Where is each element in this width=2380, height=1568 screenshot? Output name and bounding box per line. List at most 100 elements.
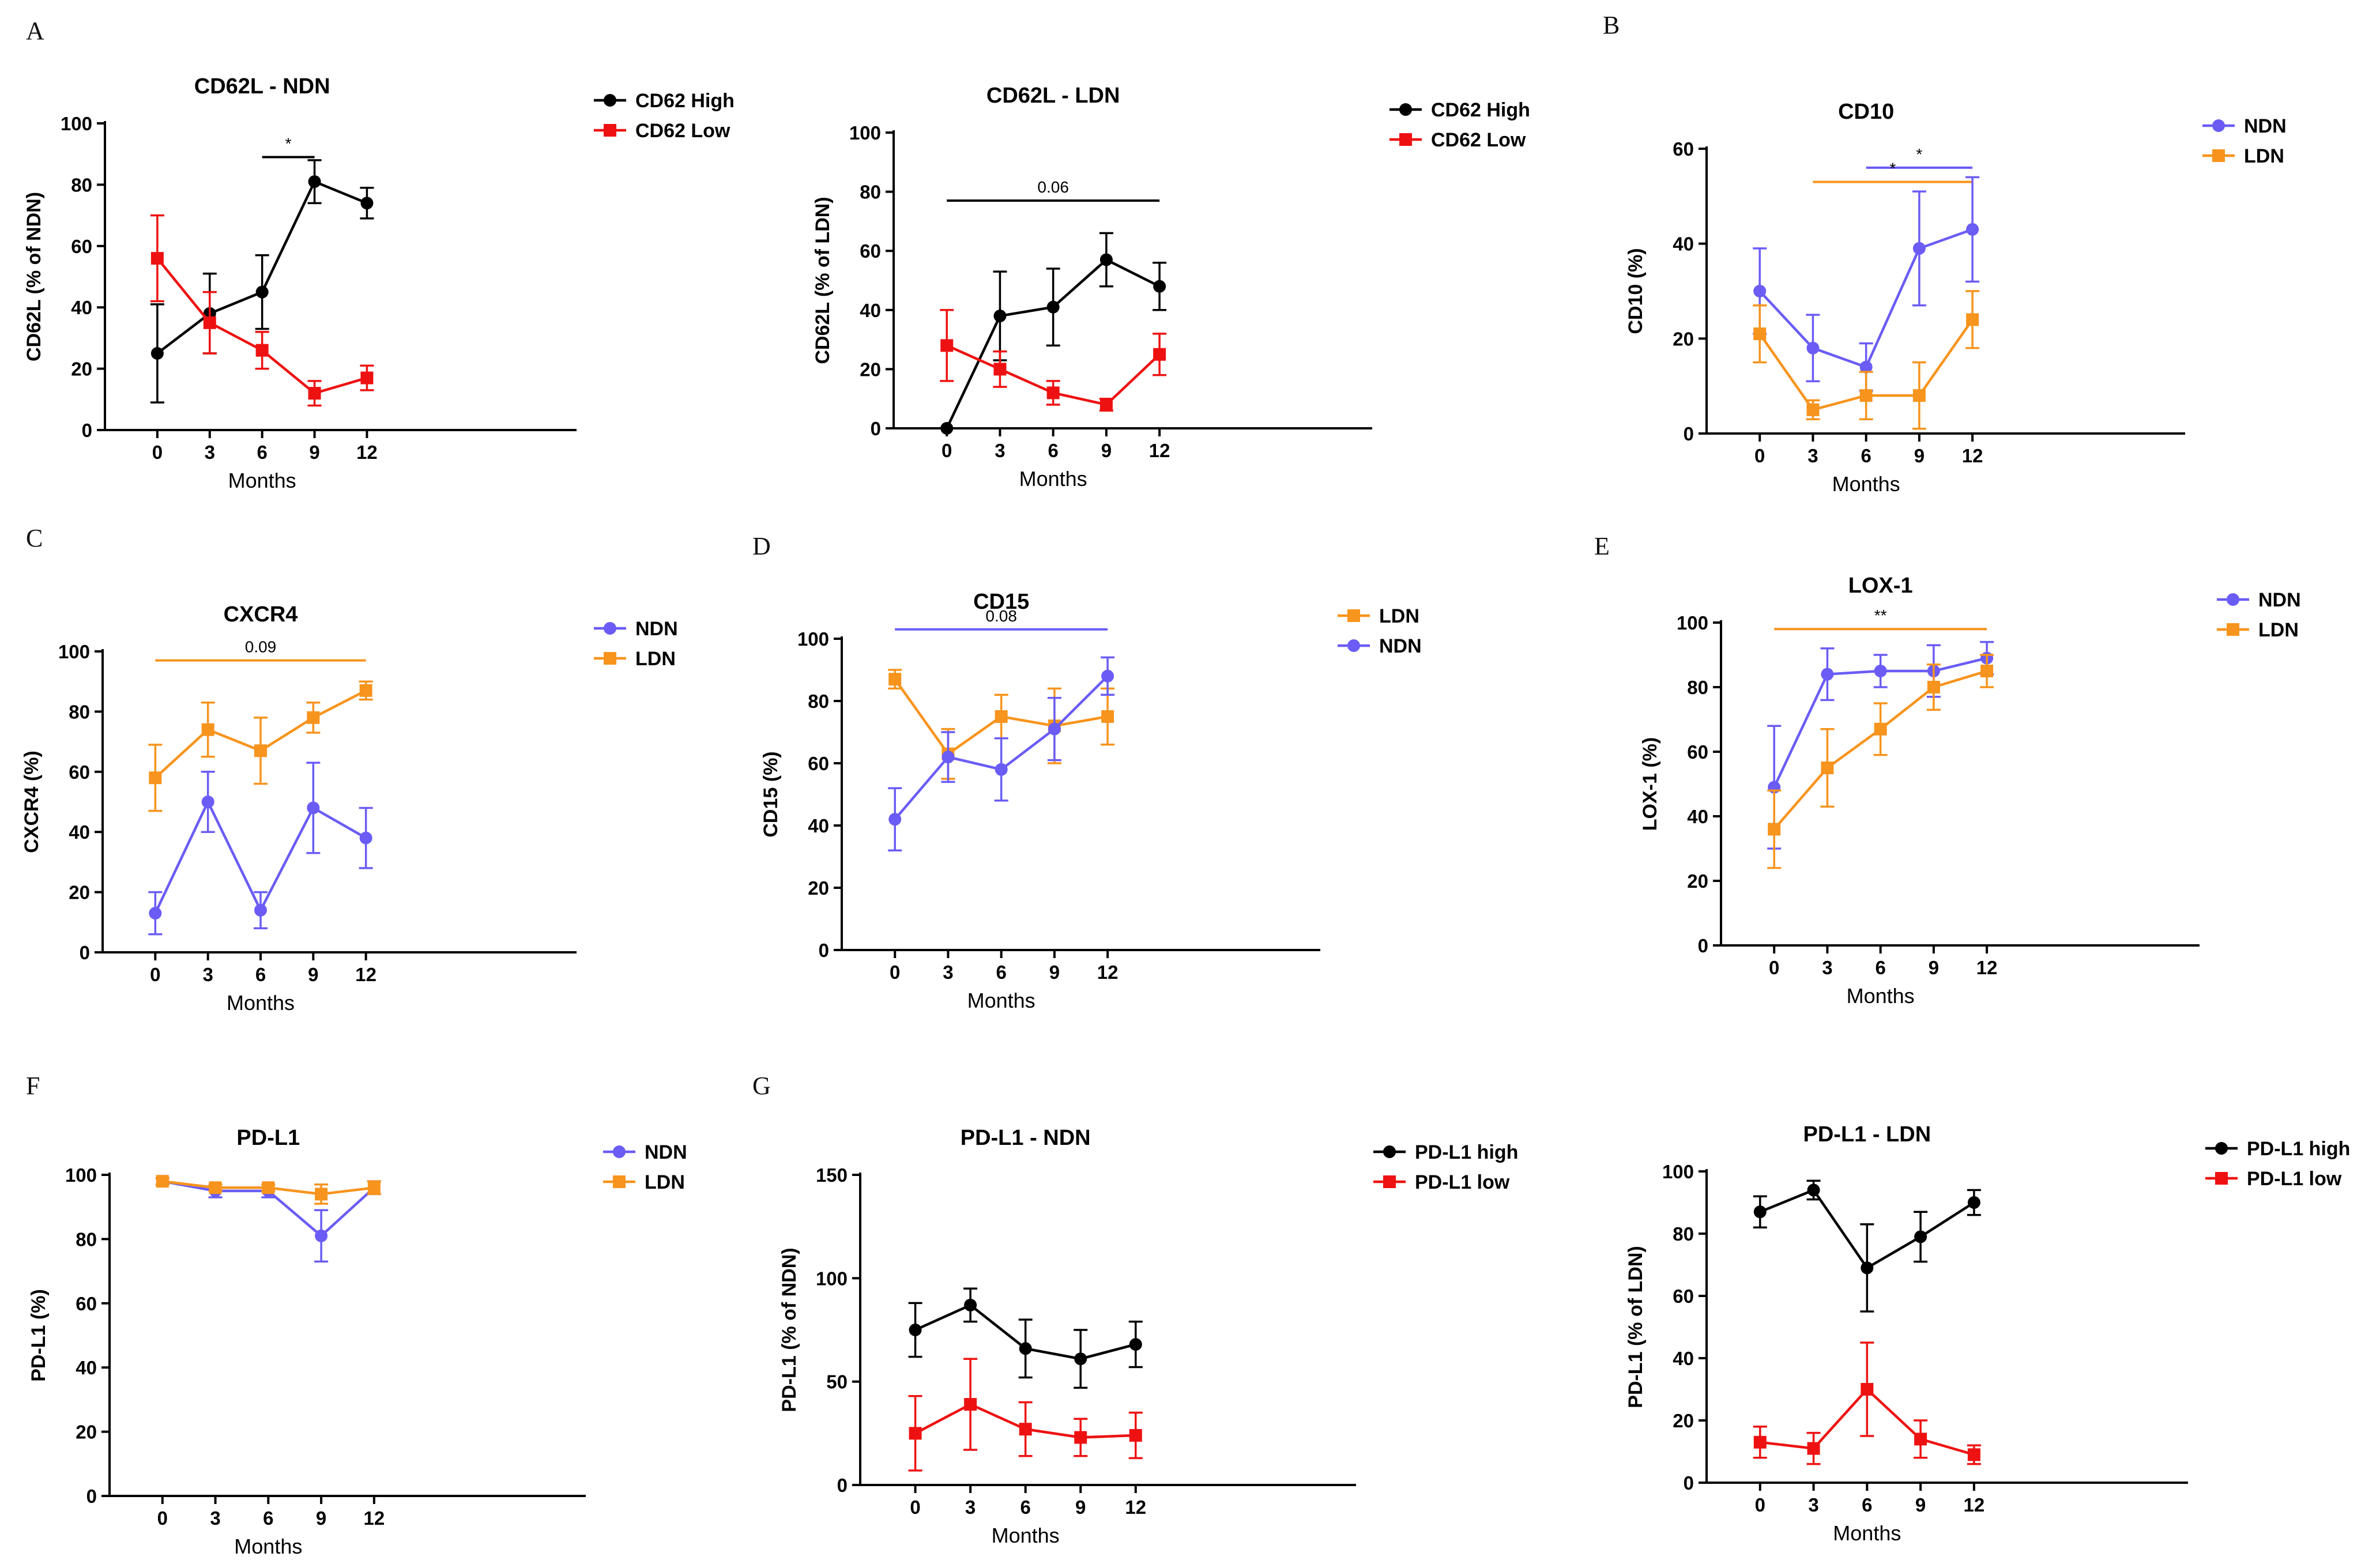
data-point (203, 316, 216, 329)
y-axis-label: CXCR4 (%) (21, 751, 43, 853)
x-tick-label: 12 (1964, 1494, 1985, 1516)
data-point (307, 711, 320, 724)
y-tick-label: 40 (1673, 233, 1694, 255)
data-point (1806, 403, 1820, 416)
legend-label: NDN (635, 618, 678, 640)
data-point (1859, 360, 1873, 374)
y-tick-label: 150 (816, 1164, 848, 1186)
data-point (1129, 1428, 1142, 1442)
series-ndn (1767, 640, 1994, 850)
chart-title: CXCR4 (224, 602, 298, 627)
legend-marker (613, 1175, 626, 1188)
x-axis-label: Months (227, 991, 295, 1015)
data-point (1967, 1448, 1980, 1461)
data-point (1861, 1261, 1874, 1275)
y-tick-label: 60 (1673, 138, 1694, 160)
legend-marker (1383, 1175, 1396, 1188)
chart-title: PD-L1 - LDN (1803, 1122, 1931, 1147)
chart-title: PD-L1 (236, 1126, 300, 1150)
x-tick-label: 3 (202, 964, 213, 985)
y-tick-label: 0 (80, 942, 90, 963)
data-point (1927, 681, 1940, 693)
panel-letter-b: B (1603, 11, 1620, 39)
data-point (150, 252, 164, 265)
x-tick-label: 9 (1929, 957, 1939, 978)
data-point (995, 710, 1008, 723)
y-axis-label: CD15 (%) (760, 751, 782, 837)
significance-label: 0.09 (245, 638, 277, 656)
y-tick-label: 80 (860, 182, 881, 203)
series-cd62-high (940, 232, 1167, 435)
panel-letter-d: D (752, 532, 771, 560)
x-tick-label: 6 (1861, 445, 1871, 466)
legend-label: LDN (1379, 605, 1419, 627)
data-point (359, 831, 372, 845)
data-point (156, 1175, 169, 1188)
x-tick-label: 12 (1125, 1497, 1146, 1518)
data-point (909, 1427, 922, 1440)
x-tick-label: 6 (257, 442, 267, 463)
data-point (1966, 313, 1979, 326)
x-axis-label: Months (992, 1524, 1060, 1547)
data-point (1046, 300, 1060, 314)
x-tick-label: 0 (1754, 445, 1765, 466)
y-tick-label: 0 (871, 418, 881, 439)
chart-title: PD-L1 - NDN (961, 1126, 1091, 1150)
significance-label: 0.06 (1037, 178, 1069, 196)
data-point (308, 387, 321, 400)
y-tick-label: 20 (69, 882, 90, 903)
legend-marker (1347, 609, 1360, 622)
y-tick-label: 0 (86, 1486, 97, 1507)
data-point (1048, 722, 1061, 736)
x-tick-label: 0 (152, 442, 163, 463)
data-point (1874, 722, 1887, 736)
data-point (1753, 327, 1767, 341)
x-tick-label: 9 (309, 442, 319, 463)
data-point (1821, 668, 1834, 681)
y-tick-label: 100 (65, 1164, 97, 1186)
x-tick-label: 3 (1808, 1494, 1818, 1516)
data-point (1967, 1196, 1980, 1209)
y-tick-label: 80 (1673, 1223, 1694, 1245)
legend-marker (1399, 133, 1412, 146)
x-tick-label: 6 (1862, 1494, 1872, 1516)
y-axis-label: CD62L (% of LDN) (812, 197, 834, 364)
chart-title: LOX-1 (1848, 574, 1913, 598)
data-point (1861, 1383, 1874, 1396)
series-pd-l1-high (1753, 1179, 1981, 1313)
legend-label: NDN (2244, 115, 2287, 137)
y-tick-label: 80 (76, 1228, 97, 1250)
y-tick-label: 40 (76, 1357, 97, 1378)
chart-title: CD62L - NDN (194, 74, 330, 99)
legend-marker (613, 1145, 626, 1158)
data-point (888, 673, 902, 686)
y-axis-label: PD-L1 (% of LDN) (1625, 1246, 1647, 1408)
significance-label: ** (1874, 606, 1887, 624)
legend-marker (1399, 103, 1412, 116)
data-point (308, 175, 321, 189)
data-point (940, 339, 954, 352)
legend-marker (2215, 1172, 2228, 1185)
data-point (254, 744, 267, 757)
y-tick-label: 40 (71, 297, 92, 318)
legend-marker (1383, 1145, 1396, 1158)
data-point (315, 1188, 328, 1201)
chart-cd62l_ndn: CD62L - NDN 0 20 40 60 80 100 0 3 6 9 12 Months CD62L… (23, 74, 735, 492)
data-point (888, 813, 902, 826)
data-point (993, 363, 1007, 376)
legend-label: LDN (2244, 145, 2284, 167)
data-point (360, 371, 374, 385)
data-point (1980, 665, 1994, 677)
y-tick-label: 0 (1684, 423, 1694, 444)
y-tick-label: 0 (837, 1475, 848, 1496)
chart-lox1: LOX-1 0 20 40 60 80 100 0 3 6 9 12 Months LOX-1 (%) **… (1639, 574, 2301, 1008)
legend-label: NDN (2258, 589, 2301, 611)
x-axis-label: Months (228, 469, 296, 492)
legend-label: LDN (645, 1171, 685, 1193)
data-point (1099, 398, 1113, 411)
x-tick-label: 3 (205, 442, 215, 463)
data-point (201, 796, 214, 808)
data-point (909, 1324, 922, 1336)
y-tick-label: 20 (71, 359, 92, 380)
y-tick-label: 40 (808, 815, 829, 836)
